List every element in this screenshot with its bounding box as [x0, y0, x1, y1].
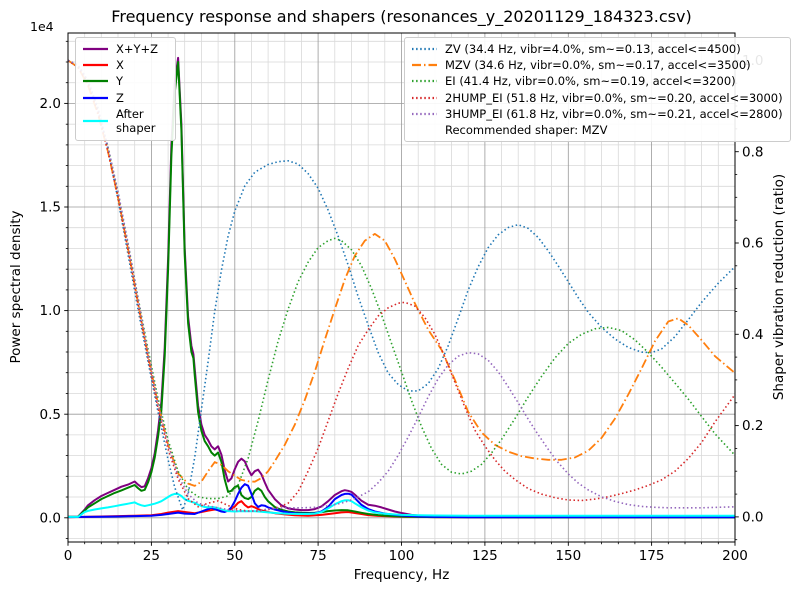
legend-item-recommended: Recommended shaper: MZV: [411, 122, 783, 138]
legend-item-z: Z: [82, 90, 168, 106]
x-line-marker: [82, 60, 109, 70]
svg-text:175: 175: [639, 548, 665, 564]
2hump-ei-line-marker: [411, 93, 438, 103]
legend-label-3hump-ei: 3HUMP_EI (61.8 Hz, vibr=0.0%, sm~=0.21, …: [445, 106, 783, 121]
legend-label-z: Z: [116, 90, 124, 105]
svg-text:50: 50: [226, 548, 243, 564]
svg-text:0.4: 0.4: [742, 327, 763, 343]
svg-text:100: 100: [389, 548, 415, 564]
legend-item-ei: EI (41.4 Hz, vibr=0.0%, sm~=0.19, accel<…: [411, 73, 783, 89]
svg-text:0.6: 0.6: [742, 236, 763, 252]
y-axis-label-right: Shaper vibration reduction (ratio): [771, 173, 787, 401]
legend-item-y: Y: [82, 73, 168, 89]
svg-text:150: 150: [555, 548, 581, 564]
psd-legend: X+Y+Z X Y Z After shaper: [75, 37, 176, 141]
legend-label-zv: ZV (34.4 Hz, vibr=4.0%, sm~=0.13, accel<…: [445, 42, 741, 57]
shaper-legend: ZV (34.4 Hz, vibr=4.0%, sm~=0.13, accel<…: [404, 37, 791, 143]
z-line-marker: [82, 93, 109, 103]
legend-item-after-shaper: After shaper: [82, 106, 168, 137]
zv-line-marker: [411, 44, 438, 54]
legend-item-2hump-ei: 2HUMP_EI (51.8 Hz, vibr=0.0%, sm~=0.20, …: [411, 90, 783, 106]
legend-label-xyz: X+Y+Z: [116, 42, 159, 57]
chart-title: Frequency response and shapers (resonanc…: [111, 7, 692, 26]
svg-text:0.5: 0.5: [40, 407, 61, 423]
y-line-marker: [82, 76, 109, 86]
legend-item-zv: ZV (34.4 Hz, vibr=4.0%, sm~=0.13, accel<…: [411, 41, 783, 57]
legend-label-recommended: Recommended shaper: MZV: [445, 123, 608, 138]
legend-item-x: X: [82, 57, 168, 73]
svg-text:125: 125: [472, 548, 498, 564]
xyz-line-marker: [82, 44, 109, 54]
legend-label-x: X: [116, 58, 124, 73]
legend-label-2hump-ei: 2HUMP_EI (51.8 Hz, vibr=0.0%, sm~=0.20, …: [445, 90, 783, 105]
mzv-line-marker: [411, 60, 438, 70]
legend-label-y: Y: [116, 74, 124, 89]
y-axis-label-left: Power spectral density: [8, 210, 24, 364]
ei-line-marker: [411, 76, 438, 86]
svg-text:0.0: 0.0: [40, 510, 61, 526]
y-axis-offset-text: 1e4: [30, 19, 54, 34]
3hump-ei-line-marker: [411, 109, 438, 119]
legend-item-mzv: MZV (34.6 Hz, vibr=0.0%, sm~=0.17, accel…: [411, 57, 783, 73]
svg-text:1.0: 1.0: [40, 303, 61, 319]
svg-text:0.2: 0.2: [742, 418, 763, 434]
svg-text:0: 0: [64, 548, 73, 564]
legend-item-xyz: X+Y+Z: [82, 41, 168, 57]
legend-label-after-shaper: After shaper: [116, 107, 156, 136]
svg-text:1.5: 1.5: [40, 200, 61, 216]
svg-text:25: 25: [143, 548, 160, 564]
svg-text:75: 75: [310, 548, 327, 564]
x-axis-label: Frequency, Hz: [353, 567, 450, 583]
legend-label-ei: EI (41.4 Hz, vibr=0.0%, sm~=0.19, accel<…: [445, 74, 736, 89]
svg-text:0.8: 0.8: [742, 144, 763, 160]
svg-text:200: 200: [722, 548, 748, 564]
svg-text:2.0: 2.0: [40, 96, 61, 112]
after-shaper-line-marker: [82, 116, 109, 126]
legend-item-3hump-ei: 3HUMP_EI (61.8 Hz, vibr=0.0%, sm~=0.21, …: [411, 106, 783, 122]
legend-label-mzv: MZV (34.6 Hz, vibr=0.0%, sm~=0.17, accel…: [445, 58, 751, 73]
svg-text:0.0: 0.0: [742, 510, 763, 526]
